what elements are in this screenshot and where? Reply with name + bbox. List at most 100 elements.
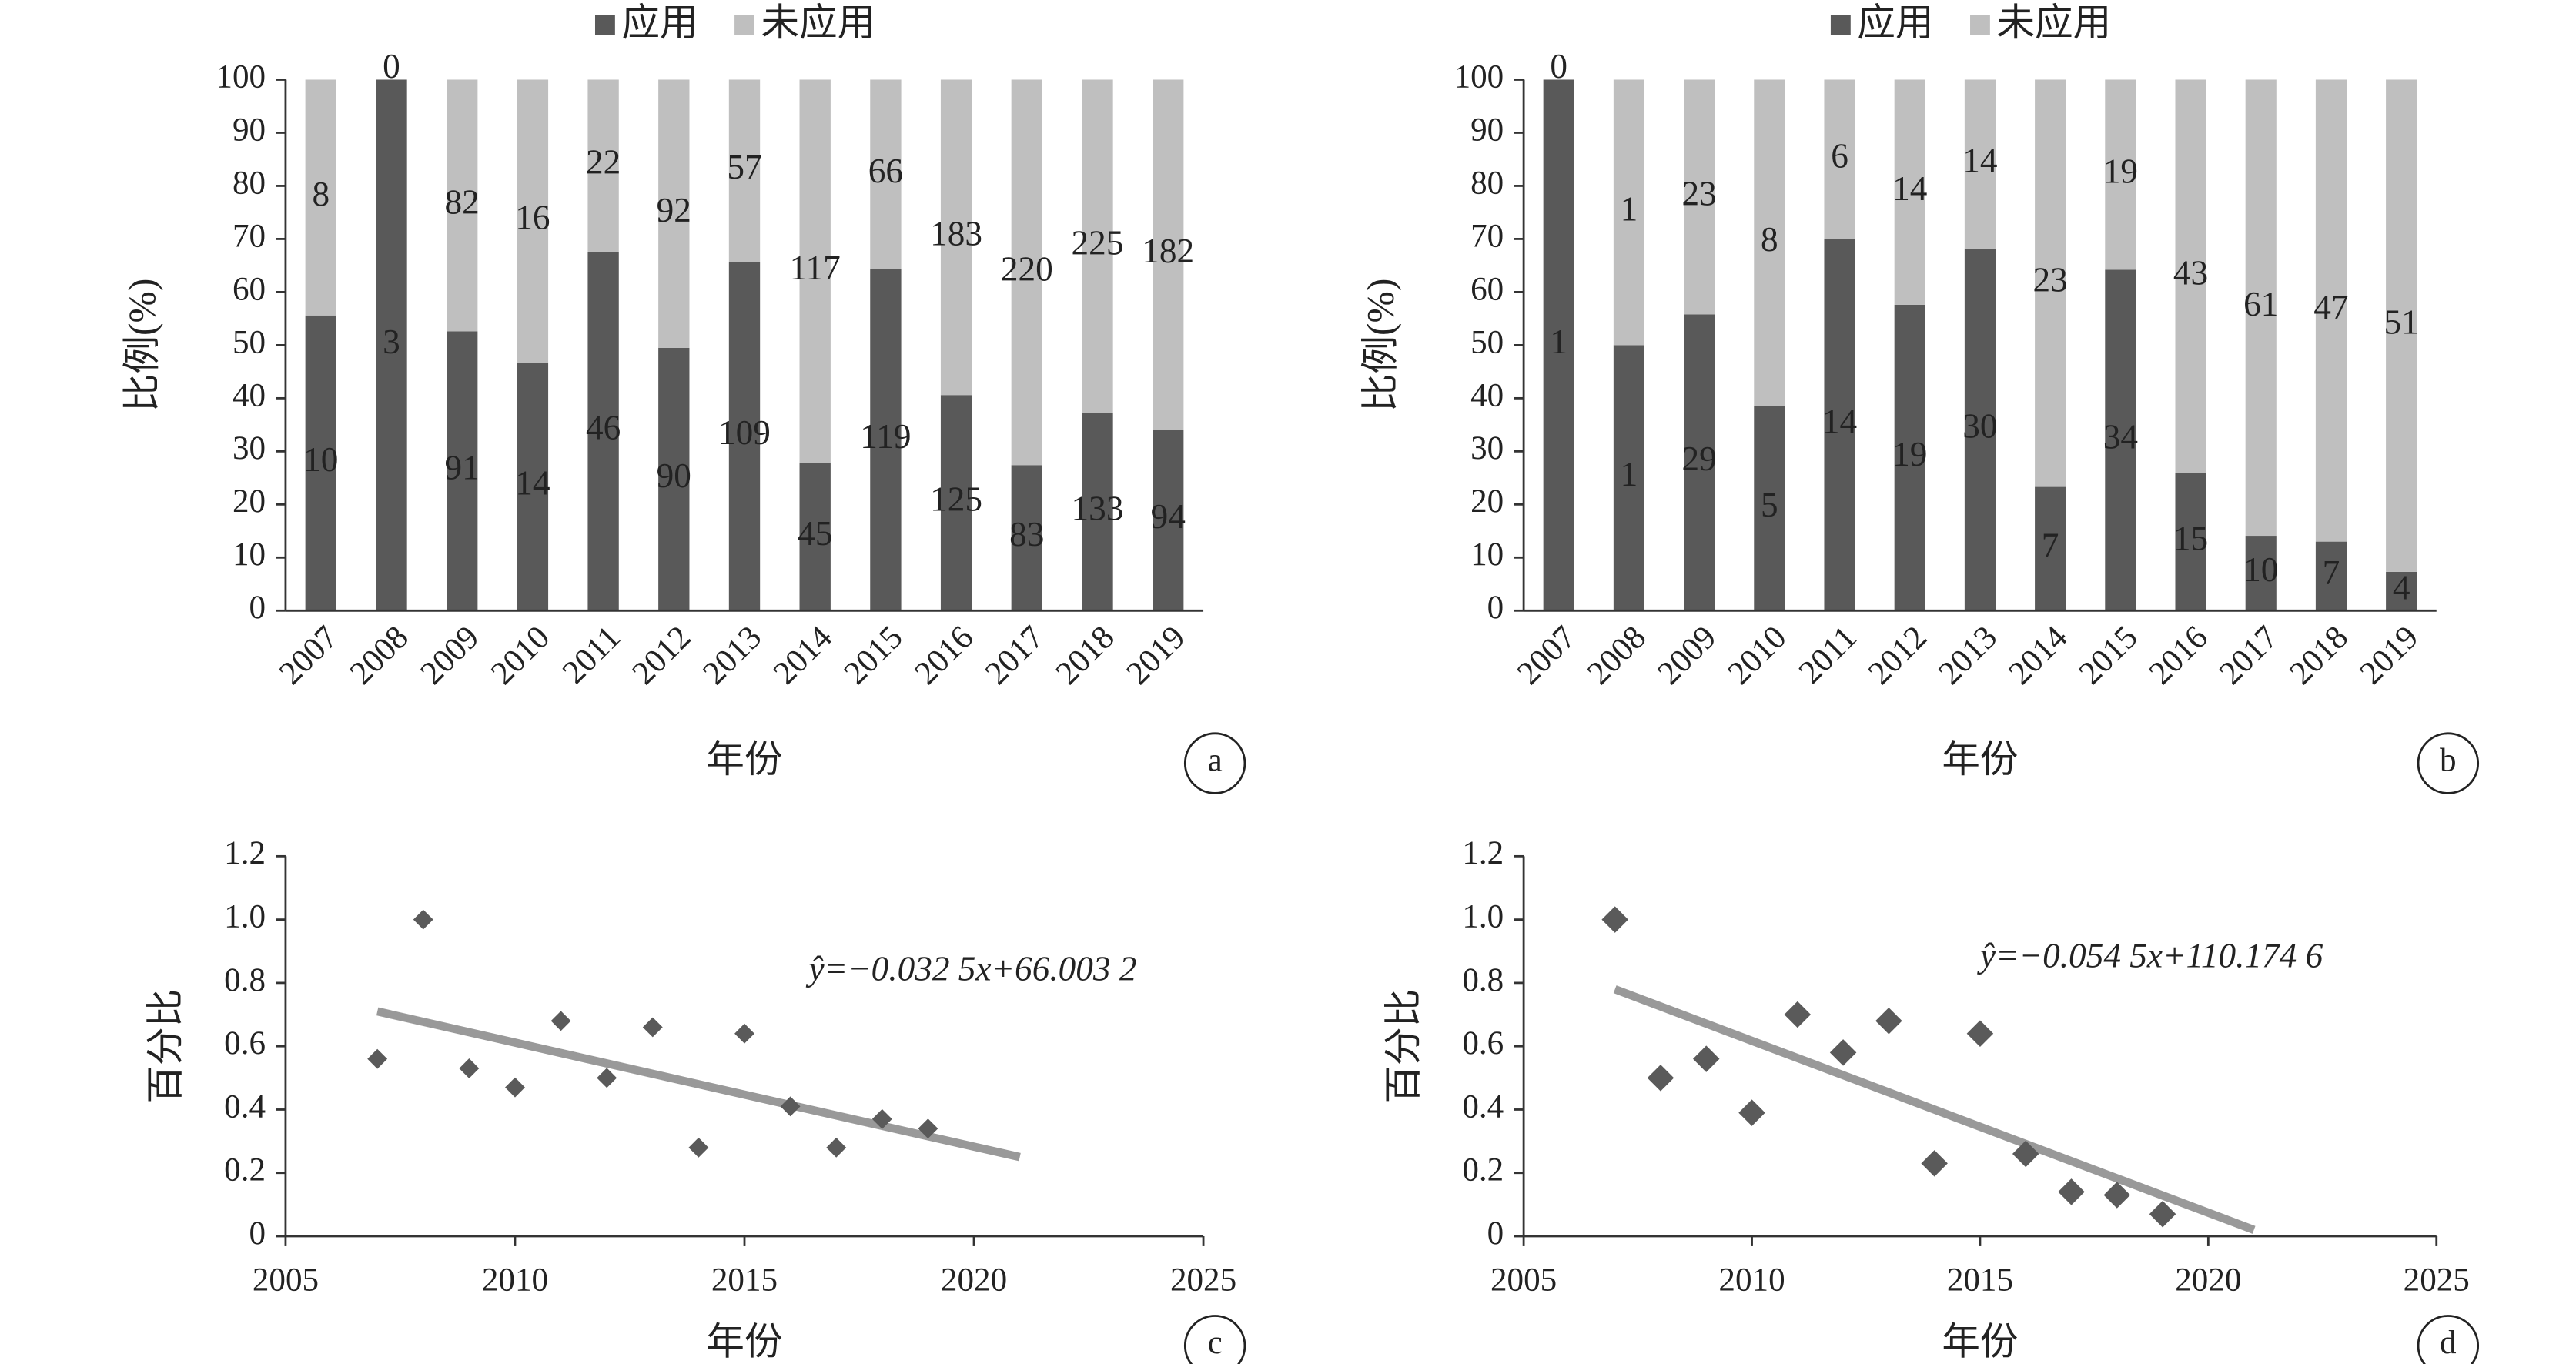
count-label: 119: [860, 417, 911, 456]
y-tick-label: 90: [233, 112, 266, 148]
marker: [597, 1068, 617, 1088]
count-label: 66: [868, 152, 903, 190]
bar-segment: [447, 331, 478, 611]
panel-circle: [1183, 1315, 1246, 1364]
y-tick-label: 70: [1470, 218, 1504, 254]
count-label: 3: [383, 323, 400, 361]
x-tick-label: 2017: [2213, 619, 2285, 691]
legend-swatch: [1830, 15, 1851, 35]
x-tick-label: 2005: [1490, 1262, 1557, 1298]
marker: [1738, 1099, 1765, 1126]
y-tick-label: 60: [233, 271, 266, 307]
panel-label: c: [1208, 1325, 1223, 1361]
count-label: 117: [790, 249, 841, 287]
count-label: 182: [1142, 232, 1194, 270]
legend-label: 未应用: [761, 2, 876, 44]
y-tick-label: 0: [1487, 590, 1504, 626]
y-tick-label: 0: [249, 590, 266, 626]
bar-segment: [1153, 79, 1184, 430]
y-tick-label: 20: [233, 483, 266, 520]
x-tick-label: 2025: [1170, 1262, 1236, 1298]
legend-swatch: [734, 15, 754, 35]
x-axis-title: 年份: [1942, 1321, 2018, 1363]
x-tick-label: 2009: [413, 619, 486, 691]
panel-circle: [1183, 732, 1246, 794]
x-tick-label: 2008: [343, 619, 416, 691]
bar-segment: [447, 79, 478, 332]
marker: [2012, 1140, 2039, 1168]
bar-segment: [2245, 536, 2277, 611]
bar-segment: [2105, 79, 2136, 270]
count-label: 5: [1761, 486, 1778, 524]
bar-segment: [799, 463, 831, 611]
count-label: 23: [1681, 174, 1716, 212]
marker: [413, 909, 433, 930]
x-tick-label: 2019: [1119, 619, 1192, 691]
x-axis-title: 年份: [706, 738, 782, 781]
x-tick-label: 2017: [979, 619, 1051, 691]
count-label: 16: [515, 199, 550, 237]
bar-segment: [2386, 79, 2417, 572]
y-tick-label: 40: [1470, 377, 1504, 413]
marker: [1966, 1020, 1994, 1047]
count-label: 220: [1001, 249, 1053, 288]
x-tick-label: 2025: [2404, 1262, 2470, 1298]
bar-segment: [1011, 79, 1042, 466]
x-axis-title: 年份: [706, 1321, 782, 1363]
y-tick-label: 90: [1470, 112, 1504, 148]
marker: [1647, 1065, 1674, 1092]
trend-line: [376, 1007, 1021, 1162]
panel-circle: [2417, 732, 2480, 794]
marker: [2058, 1178, 2085, 1205]
x-tick-label: 2010: [1721, 619, 1793, 691]
marker: [826, 1137, 847, 1158]
bar-segment: [2105, 269, 2136, 611]
x-tick-label: 2012: [625, 619, 698, 691]
count-label: 46: [586, 409, 621, 447]
marker: [550, 1011, 571, 1031]
x-tick-label: 2013: [1932, 619, 2004, 691]
x-tick-label: 2019: [2353, 619, 2425, 691]
marker: [688, 1137, 709, 1158]
count-label: 1: [1550, 323, 1567, 361]
y-tick-label: 40: [233, 377, 266, 413]
x-tick-label: 2015: [1947, 1262, 2013, 1298]
bar-segment: [1894, 304, 1925, 611]
x-tick-label: 2016: [2143, 619, 2215, 691]
count-label: 14: [515, 464, 550, 503]
count-label: 14: [1962, 142, 1997, 180]
count-label: 51: [2384, 303, 2419, 342]
marker: [1875, 1008, 1902, 1035]
count-label: 7: [2042, 526, 2059, 564]
y-tick-label: 50: [233, 324, 266, 360]
bar-segment: [940, 79, 972, 396]
count-label: 4: [2393, 569, 2410, 607]
marker: [1601, 906, 1628, 933]
x-tick-label: 2018: [2283, 619, 2355, 691]
x-tick-label: 2007: [1510, 619, 1583, 691]
bar-segment: [305, 79, 336, 316]
bar-segment: [940, 395, 972, 611]
bar-segment: [376, 79, 407, 611]
bar-segment: [517, 79, 549, 363]
y-axis-title: 百分比: [144, 989, 186, 1104]
bar-segment: [2245, 79, 2277, 537]
x-tick-label: 2010: [484, 619, 557, 691]
x-tick-label: 2010: [1718, 1262, 1785, 1298]
bar-segment: [2315, 79, 2347, 542]
y-axis-title: 比例(%): [1359, 279, 1401, 412]
bar-segment: [799, 79, 831, 463]
x-tick-label: 2015: [711, 1262, 778, 1298]
count-label: 183: [930, 215, 982, 253]
y-axis-title: 比例(%): [121, 279, 163, 412]
x-tick-label: 2014: [767, 619, 839, 691]
marker: [780, 1096, 801, 1117]
count-label: 7: [2323, 553, 2340, 592]
bar-segment: [1824, 79, 1855, 239]
y-tick-label: 70: [233, 218, 266, 254]
bar-segment: [2315, 541, 2347, 611]
legend-label: 应用: [1857, 2, 1933, 44]
count-label: 0: [383, 47, 400, 85]
count-label: 14: [1822, 402, 1857, 440]
x-tick-label: 2014: [2002, 619, 2074, 691]
